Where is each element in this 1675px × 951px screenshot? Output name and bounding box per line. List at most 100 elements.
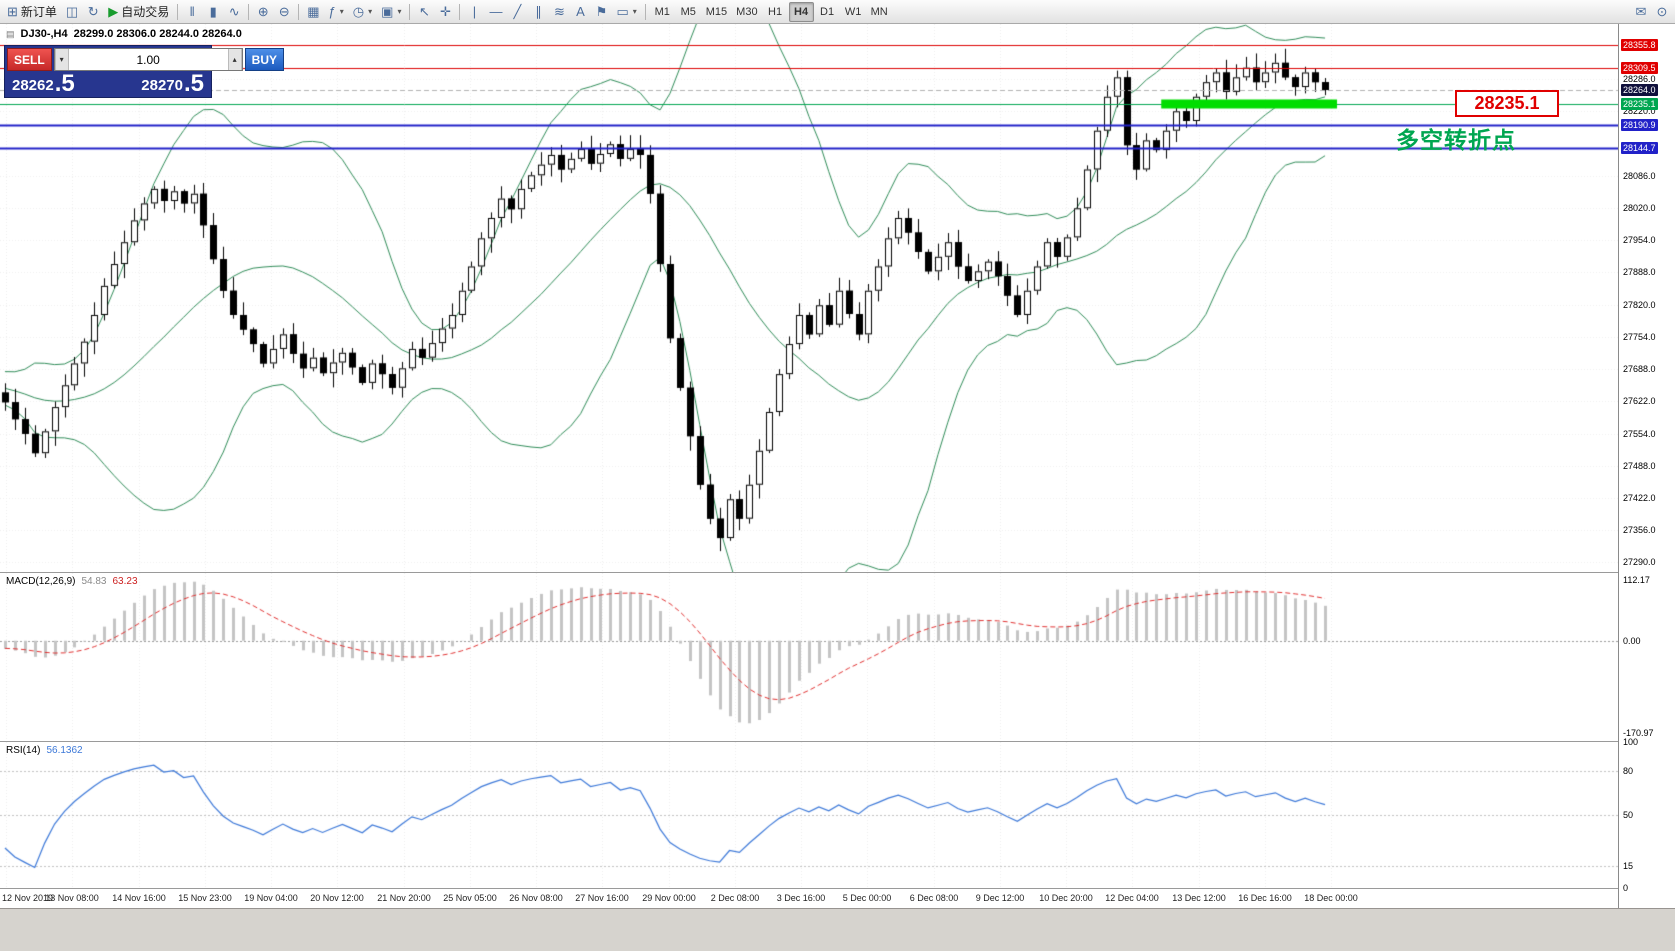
volume-stepper[interactable]: ▾ ▴ bbox=[53, 48, 243, 71]
price-axis-label: 28020.0 bbox=[1623, 203, 1656, 214]
new-order-button[interactable]: ⊞ 新订单 bbox=[3, 2, 61, 22]
zoom-in-icon[interactable]: ⊕ bbox=[253, 2, 273, 22]
text-tool-icon-glyph: A bbox=[576, 4, 585, 19]
price-axis-label: 28220.0 bbox=[1623, 106, 1656, 117]
price-axis-label-support: 28144.7 bbox=[1621, 141, 1658, 154]
toolbar-separator bbox=[409, 3, 411, 20]
turning-point-annotation[interactable]: 多空转折点 bbox=[1396, 127, 1516, 153]
buy-button[interactable]: BUY bbox=[244, 48, 285, 71]
price-axis-label: 27356.0 bbox=[1623, 525, 1656, 536]
horizontal-line-icon[interactable]: — bbox=[485, 2, 506, 22]
templates-icon-dropdown-arrow: ▾ bbox=[397, 7, 402, 16]
symbol-period-label: DJ30-,H4 bbox=[20, 28, 68, 40]
chart-icon: ▤ bbox=[6, 28, 15, 39]
timeframe-m5-button[interactable]: M5 bbox=[676, 2, 701, 22]
rsi-panel-canvas[interactable] bbox=[0, 742, 1618, 888]
fibonacci-icon[interactable]: ≋ bbox=[549, 2, 569, 22]
price-chart-canvas[interactable] bbox=[0, 24, 1618, 572]
chart-window-icon[interactable]: ◫ bbox=[62, 2, 82, 22]
timeframe-h4-button[interactable]: H4 bbox=[788, 1, 814, 22]
auto-trading-button[interactable]: ▶ 自动交易 bbox=[104, 2, 173, 22]
time-axis[interactable]: 12 Nov 2019 13 Nov 08:00 14 Nov 16:00 15 No… bbox=[0, 889, 1618, 908]
indicators-icon[interactable]: ƒ ▾ bbox=[325, 2, 348, 22]
timeframe-d1-button[interactable]: D1 bbox=[815, 2, 840, 22]
timeframe-h1-button[interactable]: H1 bbox=[763, 2, 788, 22]
chart-window-icon-glyph: ◫ bbox=[65, 4, 79, 19]
volume-up-button[interactable]: ▴ bbox=[227, 49, 242, 70]
refresh-icon[interactable]: ↻ bbox=[83, 2, 103, 22]
candlestick-type-icon[interactable]: ▮ bbox=[203, 2, 223, 22]
chat-icon[interactable]: ✉ bbox=[1631, 2, 1651, 22]
bar-chart-type-icon[interactable]: ‖ bbox=[182, 2, 202, 22]
channel-icon[interactable]: ∥ bbox=[528, 2, 548, 22]
time-axis-label: 25 Nov 05:00 bbox=[443, 893, 497, 903]
price-axis-label: 27954.0 bbox=[1623, 235, 1656, 246]
macd-panel-canvas[interactable] bbox=[0, 573, 1618, 741]
time-axis-label: 12 Nov 2019 bbox=[2, 893, 54, 903]
toolbar-separator bbox=[644, 3, 646, 20]
volume-input[interactable] bbox=[68, 49, 228, 70]
timeframe-mn-button[interactable]: MN bbox=[867, 2, 892, 22]
time-axis-label: 13 Nov 08:00 bbox=[45, 893, 99, 903]
new-order-glyph: ⊞ bbox=[7, 4, 18, 19]
toolbar: ⊞ 新订单 ◫ ↻ ▶ 自动交易 ‖ ▮ ∿ ⊕ ⊖ ▦ ƒ ▾ ◷ ▾ ▣ ▾ ↖ ✛ | — ╱ ∥ ≋ A ⚑ ▭ ▾ M1 M5 M1… bbox=[0, 0, 1675, 24]
trendline-icon-glyph: ╱ bbox=[513, 4, 522, 19]
price-axis-label-current-price: 28264.0 bbox=[1621, 83, 1658, 96]
search-icon-glyph: ⊙ bbox=[1656, 4, 1668, 19]
price-axis-label: 28286.0 bbox=[1623, 74, 1656, 85]
indicators-icon-glyph: ƒ bbox=[328, 4, 336, 19]
price-axis-label: 27688.0 bbox=[1623, 364, 1656, 375]
time-axis-label: 19 Nov 04:00 bbox=[244, 893, 298, 903]
price-axis-label: 27554.0 bbox=[1623, 429, 1656, 440]
one-click-trading-panel: SELL ▾ ▴ BUY 28262.5 28270.5 bbox=[4, 45, 285, 98]
tile-windows-icon-glyph: ▦ bbox=[307, 4, 320, 19]
price-axis-label: 27422.0 bbox=[1623, 493, 1656, 504]
price-axis[interactable]: 28286.0 28220.0 28086.0 28020.0 27954.0 27888… bbox=[1618, 24, 1675, 908]
price-axis-label: 27888.0 bbox=[1623, 267, 1656, 278]
timeframe-m1-button[interactable]: M1 bbox=[650, 2, 675, 22]
time-axis-label: 3 Dec 16:00 bbox=[776, 893, 826, 903]
time-axis-label: 13 Dec 12:00 bbox=[1172, 893, 1226, 903]
zoom-in-icon-glyph: ⊕ bbox=[257, 4, 269, 19]
price-axis-label: 28086.0 bbox=[1623, 171, 1656, 182]
toolbar-separator bbox=[177, 3, 179, 20]
time-axis-label: 9 Dec 12:00 bbox=[975, 893, 1025, 903]
text-tool-icon[interactable]: A bbox=[570, 2, 590, 22]
macd-rsi-divider[interactable] bbox=[0, 741, 1675, 742]
horizontal-line-icon-glyph: — bbox=[489, 4, 503, 19]
rsi-axis-label: 50 bbox=[1623, 810, 1634, 820]
line-chart-type-icon[interactable]: ∿ bbox=[224, 2, 244, 22]
main-macd-divider[interactable] bbox=[0, 572, 1675, 573]
shapes-icon-glyph: ▭ bbox=[616, 4, 629, 19]
line-chart-type-icon-glyph: ∿ bbox=[228, 4, 240, 19]
trendline-icon[interactable]: ╱ bbox=[507, 2, 527, 22]
shapes-icon[interactable]: ▭ ▾ bbox=[612, 2, 640, 22]
price-axis-label: 27622.0 bbox=[1623, 396, 1656, 407]
bar-chart-type-icon-glyph: ‖ bbox=[189, 4, 195, 19]
price-axis-label: 27290.0 bbox=[1623, 557, 1656, 568]
periods-icon[interactable]: ◷ ▾ bbox=[349, 2, 376, 22]
timeframe-w1-button[interactable]: W1 bbox=[841, 2, 866, 22]
volume-down-button[interactable]: ▾ bbox=[54, 49, 69, 70]
sell-button[interactable]: SELL bbox=[7, 48, 52, 71]
tile-windows-icon[interactable]: ▦ bbox=[303, 2, 323, 22]
timeframe-m15-button[interactable]: M15 bbox=[702, 2, 731, 22]
time-axis-label: 5 Dec 00:00 bbox=[842, 893, 892, 903]
templates-icon[interactable]: ▣ ▾ bbox=[377, 2, 405, 22]
timeframe-m30-button[interactable]: M30 bbox=[732, 2, 761, 22]
cursor-icon[interactable]: ↖ bbox=[414, 2, 434, 22]
vertical-line-icon[interactable]: | bbox=[464, 2, 484, 22]
zoom-out-icon[interactable]: ⊖ bbox=[274, 2, 294, 22]
periods-icon-dropdown-arrow: ▾ bbox=[368, 7, 373, 16]
macd-axis-label: 0.00 bbox=[1623, 635, 1641, 646]
cursor-icon-glyph: ↖ bbox=[419, 4, 430, 19]
label-tool-icon[interactable]: ⚑ bbox=[591, 2, 611, 22]
shapes-icon-dropdown-arrow: ▾ bbox=[632, 7, 637, 16]
time-axis-label: 12 Dec 04:00 bbox=[1105, 893, 1159, 903]
refresh-icon-glyph: ↻ bbox=[87, 4, 99, 19]
crosshair-icon[interactable]: ✛ bbox=[435, 2, 455, 22]
templates-icon-glyph: ▣ bbox=[381, 4, 394, 19]
price-annotation-box[interactable]: 28235.1 bbox=[1455, 90, 1559, 117]
macd-axis-label: 112.17 bbox=[1623, 574, 1650, 585]
search-icon[interactable]: ⊙ bbox=[1652, 2, 1672, 22]
